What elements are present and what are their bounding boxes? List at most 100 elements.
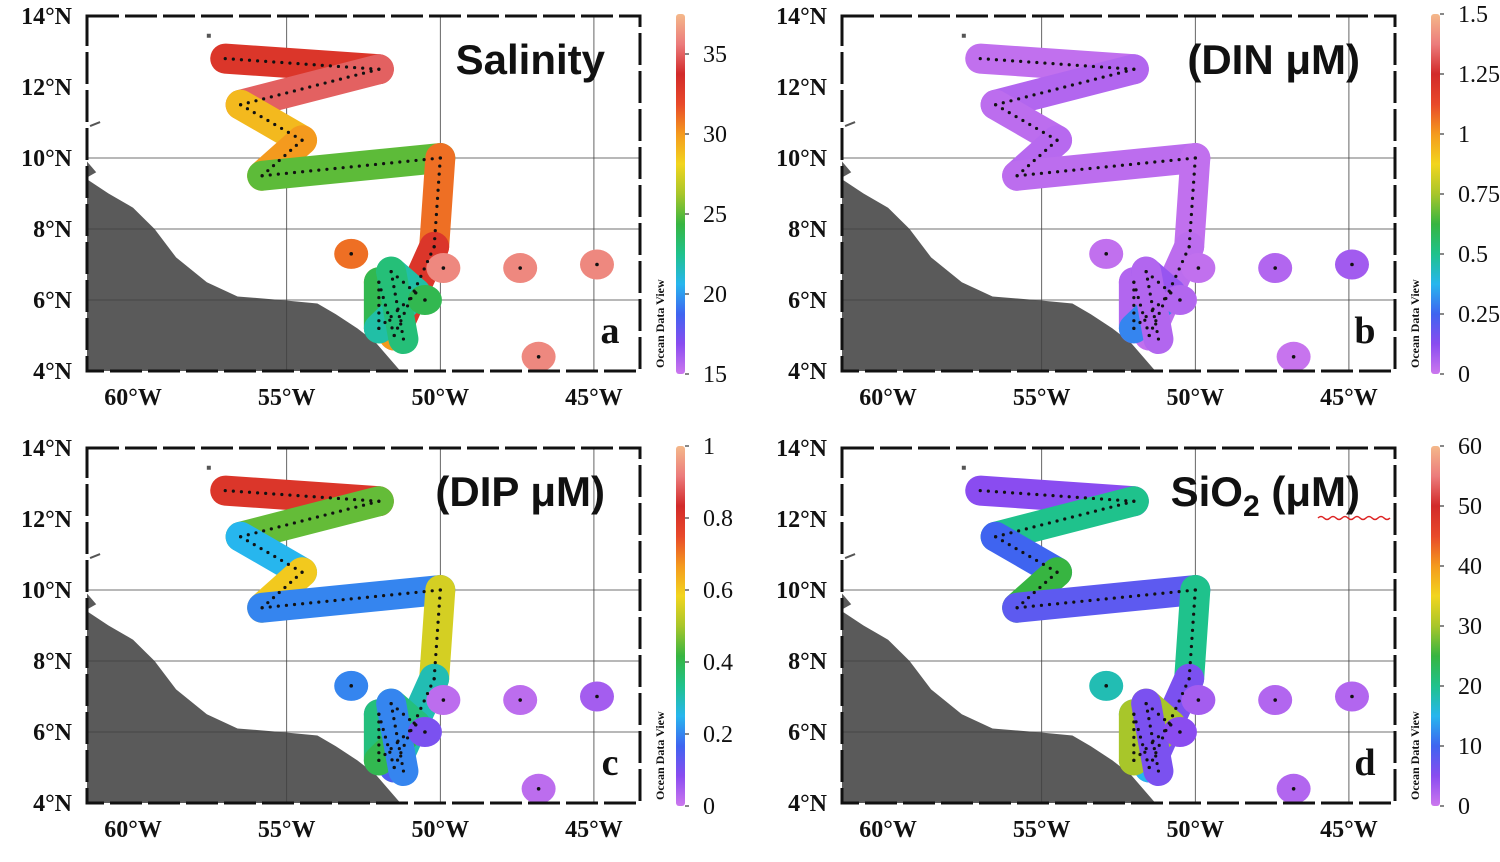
- station-dot: [288, 61, 292, 65]
- station-dot: [435, 628, 440, 632]
- lat-label: 14°N: [21, 4, 73, 30]
- station-dot: [430, 589, 434, 593]
- station-dot: [1189, 220, 1193, 225]
- station-dot: [1078, 513, 1082, 517]
- colorbar-tick-label: 0.5: [1458, 242, 1488, 268]
- station-dot: [1147, 284, 1151, 289]
- station-dot: [1101, 75, 1105, 79]
- colorbar-tick-label: 30: [1458, 614, 1482, 640]
- station-dot: [1192, 180, 1196, 184]
- station-dot: [260, 606, 264, 610]
- lon-label: 50°W: [1167, 817, 1225, 843]
- station-dot: [1157, 743, 1161, 747]
- station-dot: [1088, 166, 1092, 171]
- station-dot: [1143, 750, 1147, 754]
- station-dot: [344, 65, 349, 69]
- station-dot: [300, 87, 304, 91]
- station-dot: [401, 712, 406, 716]
- station-dot: [1188, 669, 1192, 673]
- station-dot: [437, 180, 441, 184]
- map-frame: [840, 446, 1397, 805]
- station-dot: [272, 60, 276, 64]
- track-segment: [1131, 256, 1174, 355]
- station-dot: [1086, 79, 1090, 83]
- station-dot: [397, 314, 401, 319]
- station-dot: [1035, 60, 1039, 65]
- station-dot: [377, 67, 381, 71]
- station-dot: [365, 163, 370, 167]
- station-dot: [1023, 173, 1027, 177]
- station-dot: [1035, 492, 1039, 497]
- station-dot: [377, 326, 381, 330]
- station-dot: [1156, 303, 1161, 307]
- station-dot: [1196, 266, 1201, 270]
- lat-label: 10°N: [776, 578, 828, 604]
- station-dot: [401, 303, 406, 307]
- station-dot: [422, 158, 426, 162]
- station-dot: [395, 758, 400, 762]
- track-segment: [376, 256, 419, 355]
- station-dot: [1150, 326, 1155, 330]
- station-dot: [1031, 604, 1035, 608]
- panel-title: (DIP μM): [435, 468, 605, 515]
- station-dot: [377, 296, 381, 300]
- lat-label: 4°N: [788, 359, 828, 385]
- station-dot: [1155, 329, 1159, 334]
- station-dot: [1190, 636, 1194, 641]
- station-dot: [389, 270, 393, 274]
- station-dot: [382, 162, 386, 166]
- station-dot: [266, 601, 270, 605]
- station-dot: [1007, 111, 1011, 115]
- station-dot: [1032, 158, 1036, 163]
- station-dot: [301, 602, 305, 606]
- station-dot: [438, 596, 442, 600]
- station-dot: [336, 64, 341, 69]
- station-dot: [1184, 252, 1188, 256]
- lon-label: 60°W: [104, 385, 162, 411]
- map-svg-b: 14°N 12°N 10°N 8°N 6°N 4°N 60°W 55°W 50°W 45°W (DI…: [776, 2, 1500, 411]
- panel-letter: a: [601, 310, 620, 352]
- station-dot: [388, 318, 392, 322]
- station-dot: [292, 602, 297, 607]
- station-dot: [1078, 81, 1082, 85]
- station-dot: [1174, 274, 1178, 278]
- station-dot: [1104, 597, 1108, 601]
- station-dot: [381, 727, 385, 732]
- station-dot: [1132, 303, 1136, 307]
- station-dot: [1075, 63, 1079, 67]
- island: [961, 465, 966, 470]
- station-dot: [1021, 169, 1025, 173]
- station-dot: [432, 245, 436, 249]
- station-dot: [312, 63, 316, 67]
- station-dot: [415, 714, 420, 718]
- station-dot: [1187, 245, 1191, 249]
- station-dot: [294, 575, 298, 579]
- station-dot: [437, 604, 441, 608]
- island: [844, 553, 856, 559]
- station-dot: [429, 252, 433, 256]
- lon-label: 45°W: [1320, 385, 1378, 411]
- station-dot: [1184, 684, 1188, 688]
- station-dot: [1021, 601, 1025, 605]
- station-dot: [1132, 319, 1136, 323]
- station-dot: [399, 754, 403, 758]
- station-dot: [382, 594, 386, 598]
- station-dot: [1032, 590, 1036, 595]
- station-dot: [361, 498, 365, 502]
- station-dot: [1157, 311, 1161, 315]
- station-dot: [1120, 595, 1125, 599]
- station-dot: [406, 159, 410, 163]
- station-dot: [377, 288, 381, 292]
- station-dot: [1026, 164, 1031, 168]
- station-dot: [254, 531, 258, 535]
- station-dot: [392, 716, 396, 721]
- panel-letter: c: [602, 742, 619, 784]
- lat-label: 10°N: [776, 146, 828, 172]
- station-dot: [247, 490, 252, 494]
- station-dot: [399, 319, 403, 323]
- station-dot: [1132, 720, 1136, 724]
- station-dot: [1002, 490, 1007, 494]
- station-dot: [400, 329, 404, 334]
- panel-d-sio2-map: 14°N 12°N 10°N 8°N 6°N 4°N 60°W 55°W 50°W 45°W SiO…: [755, 432, 1500, 862]
- station-dot: [1153, 592, 1157, 596]
